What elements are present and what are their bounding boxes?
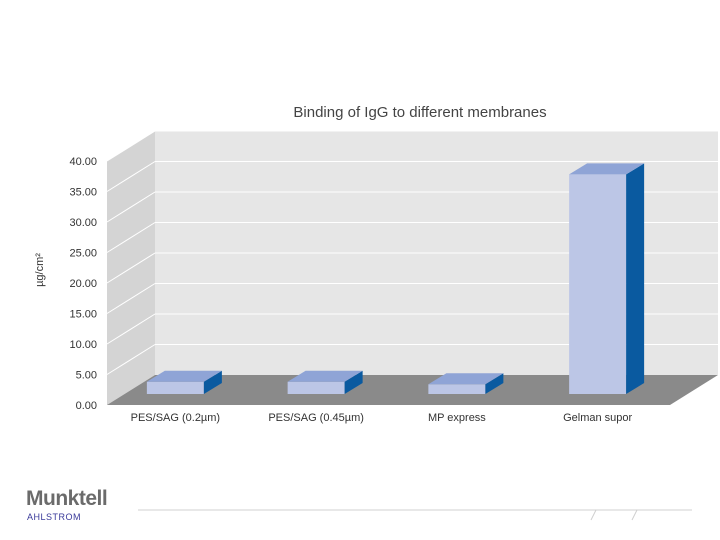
y-tick-label: 10.00 (69, 339, 97, 351)
x-category-label: PES/SAG (0.2µm) (131, 412, 220, 424)
y-tick-label: 25.00 (69, 248, 97, 260)
y-tick-label: 30.00 (69, 217, 97, 229)
chart-title: Binding of IgG to different membranes (293, 104, 546, 121)
bar (569, 174, 627, 394)
y-axis-label: µg/cm² (34, 253, 46, 287)
bars (146, 163, 645, 394)
gridline-side (106, 222, 156, 253)
bar (428, 384, 486, 394)
gridline-side (106, 313, 156, 345)
y-tick-label: 35.00 (69, 187, 97, 199)
bar-side (344, 370, 363, 394)
bar-top (287, 370, 363, 382)
logo-name: Munktell (26, 487, 107, 510)
gridline-side (106, 344, 156, 375)
gridline-side (106, 130, 156, 162)
bar-side (203, 370, 222, 394)
logo-subtitle: AHLSTROM (27, 512, 81, 522)
gridline-side (106, 191, 156, 223)
bar (146, 381, 204, 394)
bar-side (626, 163, 645, 394)
x-category-label: PES/SAG (0.45µm) (268, 412, 364, 424)
y-tick-labels: 0.00 5.00 10.00 15.00 20.00 25.00 30.00 35.00 40… (69, 156, 97, 412)
bar-top (428, 373, 504, 385)
gridline-side (106, 161, 156, 192)
y-tick-label: 15.00 (69, 309, 97, 321)
munktell-logo: Munktell AHLSTROM (26, 487, 108, 522)
footer-mark-2 (631, 509, 638, 521)
footer-mark-1 (590, 509, 597, 521)
bar (287, 381, 345, 394)
y-tick-label: 0.00 (76, 400, 97, 412)
bar-side (485, 373, 504, 394)
y-tick-label: 20.00 (69, 278, 97, 290)
gridline-side (106, 252, 156, 284)
gridline-side (106, 283, 156, 314)
x-category-label: Gelman supor (563, 412, 632, 424)
y-tick-label: 40.00 (69, 156, 97, 168)
floor (107, 375, 718, 405)
y-tick-label: 5.00 (76, 370, 97, 382)
bar-top (569, 163, 645, 175)
x-category-labels: PES/SAG (0.2µm) PES/SAG (0.45µm) MP expres… (131, 412, 633, 424)
x-category-label: MP express (428, 412, 486, 424)
bar-top (146, 370, 222, 382)
